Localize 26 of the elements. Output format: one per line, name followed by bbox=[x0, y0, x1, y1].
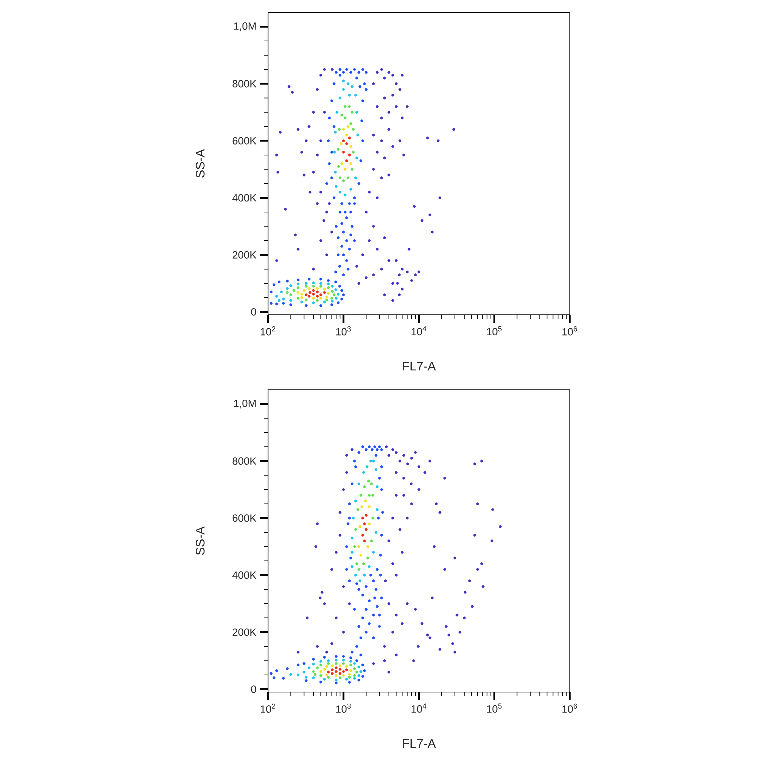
y-tick-label: 0 bbox=[251, 686, 256, 694]
y-tick-label: 400K bbox=[232, 194, 257, 202]
x-axis-title: FL7-A bbox=[403, 739, 436, 748]
x-tick-label: 10$^{2}$ bbox=[261, 326, 276, 336]
x-tick-label: 10$^{3}$ bbox=[336, 326, 352, 336]
x-tick-label: 10$^{4}$ bbox=[412, 326, 427, 336]
x-tick-label: 10$^{5}$ bbox=[487, 326, 502, 336]
y-tick-label: 800K bbox=[232, 458, 257, 466]
y-axis-title: SS-A bbox=[196, 149, 205, 178]
y-tick-label: 600K bbox=[232, 514, 257, 522]
y-tick-label: 0 bbox=[251, 308, 256, 316]
y-tick-label: 200K bbox=[232, 628, 257, 636]
y-tick-label: 600K bbox=[232, 137, 257, 145]
x-tick-label: 10$^{4}$ bbox=[412, 704, 427, 713]
x-tick-label: 10$^{3}$ bbox=[336, 704, 352, 713]
y-tick-label: 1,0M bbox=[234, 22, 256, 32]
x-tick-label: 10$^{2}$ bbox=[261, 704, 276, 713]
x-tick-label: 10$^{6}$ bbox=[562, 326, 578, 336]
x-tick-label: 10$^{6}$ bbox=[562, 704, 578, 713]
y-tick-label: 1,0M bbox=[234, 400, 256, 409]
x-tick-label: 10$^{5}$ bbox=[487, 704, 502, 713]
x-axis-title: FL7-A bbox=[403, 362, 436, 371]
y-tick-label: 800K bbox=[232, 80, 257, 88]
y-tick-label: 400K bbox=[232, 572, 257, 580]
y-axis-title: SS-A bbox=[196, 526, 205, 556]
y-tick-label: 200K bbox=[232, 251, 257, 259]
